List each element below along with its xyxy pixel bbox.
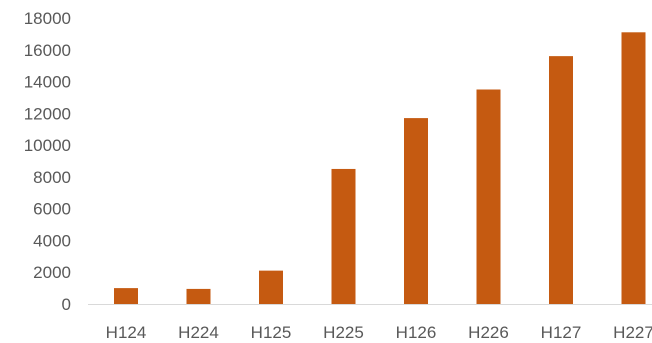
y-tick-label: 16000 bbox=[24, 41, 71, 60]
y-tick-label: 8000 bbox=[33, 168, 71, 187]
bar-h125 bbox=[259, 270, 283, 304]
bar-series bbox=[114, 32, 646, 305]
bar-h126 bbox=[404, 118, 428, 304]
y-tick-label: 18000 bbox=[24, 9, 71, 28]
y-tick-label: 12000 bbox=[24, 104, 71, 123]
bar-h227 bbox=[621, 32, 646, 305]
bar-h225 bbox=[331, 168, 356, 304]
y-tick-label: 10000 bbox=[24, 136, 71, 155]
x-axis-category-labels: H124 H224 H125 H225 H126 H226 H127 H227 bbox=[106, 323, 652, 342]
y-tick-label: 6000 bbox=[33, 200, 71, 219]
y-tick-label: 0 bbox=[62, 295, 71, 314]
x-category-label: H226 bbox=[468, 323, 509, 342]
x-category-label: H124 bbox=[106, 323, 147, 342]
x-category-label: H125 bbox=[251, 323, 292, 342]
x-category-label: H126 bbox=[396, 323, 437, 342]
x-category-label: H224 bbox=[178, 323, 219, 342]
x-category-label: H227 bbox=[613, 323, 652, 342]
bar-h226 bbox=[476, 89, 501, 304]
bar-h127 bbox=[549, 56, 573, 305]
x-category-label: H225 bbox=[323, 323, 364, 342]
y-tick-label: 2000 bbox=[33, 263, 71, 282]
y-tick-label: 14000 bbox=[24, 73, 71, 92]
x-category-label: H127 bbox=[541, 323, 582, 342]
y-axis-tick-labels: 0 2000 4000 6000 8000 10000 12000 14000 16000 180… bbox=[24, 9, 71, 314]
y-tick-label: 4000 bbox=[33, 231, 71, 250]
bar-h224 bbox=[186, 288, 211, 304]
bar-h124 bbox=[114, 288, 138, 304]
